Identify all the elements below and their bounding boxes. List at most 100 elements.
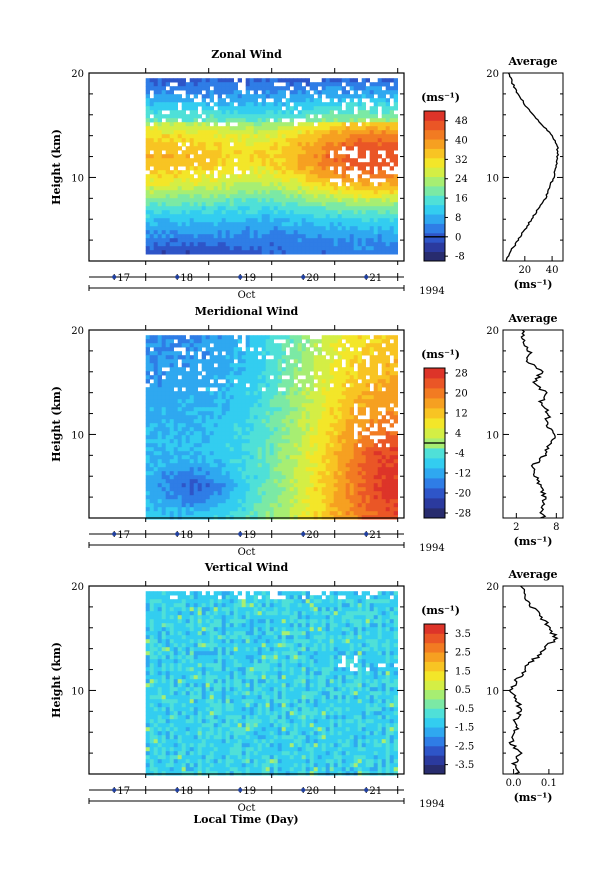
- y-tick-label: 20: [71, 69, 84, 80]
- y-tick-label: 20: [71, 582, 84, 593]
- panel-vertical: Vertical Wind 10 20 Height (km) 17 18 19 20 21 Oc…: [50, 561, 564, 814]
- average-frame: [502, 329, 564, 519]
- chart-title: Zonal Wind: [211, 48, 282, 61]
- chart-title: Vertical Wind: [204, 561, 289, 574]
- colorbar-label: 24: [455, 174, 468, 185]
- colorbar-label: -28: [455, 509, 471, 520]
- time-marker: [238, 532, 243, 536]
- colorbar-label: 0: [455, 232, 461, 243]
- panel-zonal: Zonal Wind 10 20 Height (km) 17 18 19 20 21 Oct 19…: [50, 48, 564, 301]
- average-y-tick: 10: [486, 173, 499, 184]
- colorbar-unit: (ms⁻¹): [421, 348, 460, 361]
- x-tick-label: 20: [306, 273, 319, 284]
- average-frame: [502, 585, 564, 775]
- time-marker: [112, 275, 117, 279]
- x-tick-label: 20: [306, 530, 319, 541]
- year-label: 1994: [419, 286, 444, 297]
- average-x-label: (ms⁻¹): [514, 535, 553, 548]
- colorbar-label: 0.5: [455, 685, 471, 696]
- month-label: Oct: [238, 803, 256, 814]
- x-tick-label: 17: [117, 530, 130, 541]
- x-tick-label: 18: [180, 530, 193, 541]
- heatmap: [145, 78, 398, 255]
- colorbar-label: 40: [455, 136, 468, 147]
- colorbar-label: 1.5: [455, 666, 471, 677]
- x-tick-label: 19: [243, 530, 256, 541]
- colorbar-label: -8: [455, 252, 465, 263]
- x-tick-label: 18: [180, 273, 193, 284]
- x-tick-label: 17: [117, 786, 130, 797]
- time-marker: [364, 532, 369, 536]
- figure-x-label: Local Time (Day): [193, 813, 298, 826]
- average-x-label: (ms⁻¹): [514, 791, 553, 804]
- colorbar: 48 40 32 24 16 8 0 -8 (ms⁻¹): [421, 91, 468, 263]
- colorbar-label: 4: [455, 429, 461, 440]
- x-tick-label: 20: [306, 786, 319, 797]
- colorbar-label: 48: [455, 116, 468, 127]
- time-marker: [175, 532, 180, 536]
- average-x-label: (ms⁻¹): [514, 278, 553, 291]
- month-label: Oct: [238, 290, 256, 301]
- x-tick-label: 21: [369, 273, 382, 284]
- y-tick-label: 10: [71, 686, 84, 697]
- time-marker: [175, 275, 180, 279]
- colorbar: 3.5 2.5 1.5 0.5 -0.5 -1.5 -2.5 -3.5 (ms⁻¹): [421, 604, 474, 775]
- time-marker: [238, 275, 243, 279]
- colorbar-label: -4: [455, 449, 465, 460]
- y-tick-label: 20: [71, 326, 84, 337]
- average-x-tick: 8: [553, 522, 559, 533]
- colorbar-label: -2.5: [455, 741, 474, 752]
- time-marker: [238, 788, 243, 792]
- time-marker: [112, 532, 117, 536]
- x-tick-label: 21: [369, 530, 382, 541]
- average-y-tick: 20: [486, 582, 499, 593]
- average-title: Average: [507, 312, 557, 325]
- colorbar-unit: (ms⁻¹): [421, 604, 460, 617]
- y-tick-label: 10: [71, 430, 84, 441]
- colorbar-label: -20: [455, 489, 471, 500]
- colorbar-label: -1.5: [455, 723, 474, 734]
- year-label: 1994: [419, 799, 444, 810]
- colorbar-label: 16: [455, 194, 468, 205]
- average-y-tick: 20: [486, 326, 499, 337]
- colorbar-label: 32: [455, 155, 468, 166]
- year-label: 1994: [419, 543, 444, 554]
- colorbar: 28 20 12 4 -4 -12 -20 -28 (ms⁻¹): [421, 348, 471, 520]
- colorbar-label: 3.5: [455, 629, 471, 640]
- average-title: Average: [507, 568, 557, 581]
- plot-frame: [88, 329, 405, 519]
- time-marker: [301, 275, 306, 279]
- average-x-tick: 2: [513, 522, 519, 533]
- time-marker: [301, 788, 306, 792]
- average-frame: [502, 72, 564, 262]
- colorbar-unit: (ms⁻¹): [421, 91, 460, 104]
- colorbar-label: -0.5: [455, 704, 474, 715]
- y-axis-label: Height (km): [50, 129, 63, 205]
- colorbar-label: -12: [455, 469, 471, 480]
- plot-frame: [88, 585, 405, 775]
- time-marker: [364, 788, 369, 792]
- time-marker: [175, 788, 180, 792]
- average-title: Average: [507, 55, 557, 68]
- average-profile: Average 10 20 2 8(ms⁻¹): [486, 312, 564, 548]
- average-y-tick: 10: [486, 686, 499, 697]
- average-y-tick: 20: [486, 69, 499, 80]
- average-profile: Average 10 20 0.0 0.1 (ms⁻¹): [486, 568, 564, 804]
- x-tick-label: 19: [243, 273, 256, 284]
- colorbar-label: 2.5: [455, 648, 471, 659]
- average-y-tick: 10: [486, 430, 499, 441]
- y-axis-label: Height (km): [50, 642, 63, 718]
- y-axis-label: Height (km): [50, 386, 63, 462]
- average-line: [508, 585, 559, 775]
- colorbar-label: 28: [455, 369, 468, 380]
- colorbar-label: 12: [455, 409, 468, 420]
- month-label: Oct: [238, 547, 256, 558]
- x-tick-label: 18: [180, 786, 193, 797]
- x-tick-label: 17: [117, 273, 130, 284]
- time-marker: [364, 275, 369, 279]
- time-marker: [112, 788, 117, 792]
- heatmap: [145, 335, 398, 520]
- average-x-tick: 0.0: [506, 778, 522, 789]
- colorbar-label: -3.5: [455, 760, 474, 771]
